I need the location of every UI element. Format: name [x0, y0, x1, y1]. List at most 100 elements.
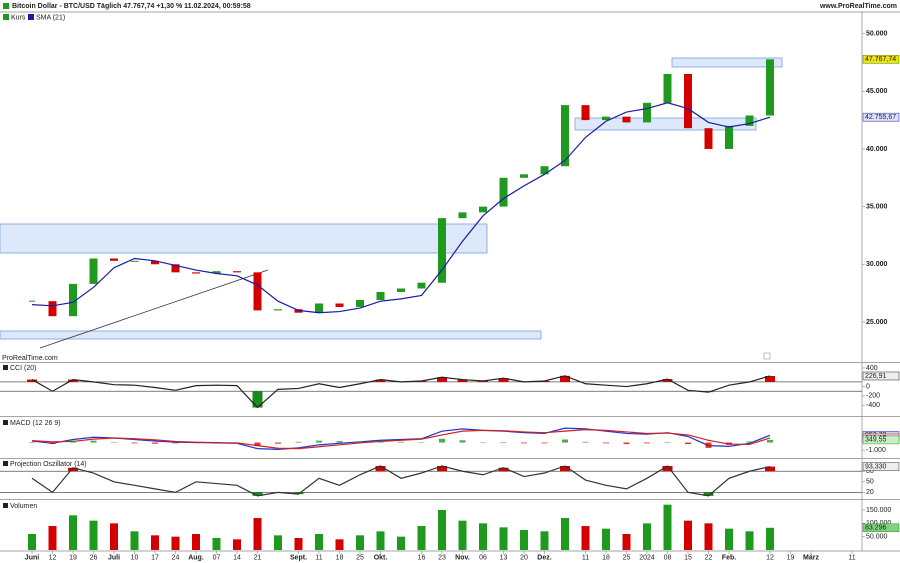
overbought-fill — [375, 465, 386, 472]
y-tick-label: 50.000 — [866, 534, 888, 541]
candle — [602, 116, 610, 121]
x-tick-label: 15 — [684, 554, 692, 561]
watermark: ProRealTime.com — [2, 355, 58, 362]
histogram-bar — [623, 442, 630, 445]
volume-bar — [540, 531, 549, 550]
candle — [684, 73, 692, 129]
volume-bar — [622, 534, 631, 550]
series-line — [31, 102, 771, 314]
legend-swatch — [28, 14, 34, 20]
y-tick-label: 80 — [866, 468, 874, 475]
volume-bar — [561, 518, 569, 550]
histogram-bar — [685, 442, 691, 445]
candle — [581, 105, 590, 121]
histogram-bar — [131, 442, 138, 444]
volume-bar — [233, 539, 241, 550]
y-tick-label: -400 — [866, 402, 880, 409]
candle — [110, 258, 118, 261]
volume-bar — [704, 523, 713, 550]
candle — [622, 116, 631, 123]
x-tick-label: Juli — [108, 554, 120, 561]
volume-bar — [438, 510, 446, 550]
volume-bar — [212, 538, 221, 550]
x-tick-label: 12 — [766, 554, 774, 561]
x-tick-label: 23 — [438, 554, 446, 561]
panel-title: Volumen — [10, 503, 37, 510]
x-tick-label: 13 — [500, 554, 508, 561]
candle — [438, 218, 446, 283]
zones — [0, 57, 783, 340]
overbought-fill — [498, 467, 509, 472]
histogram-bar — [541, 442, 548, 444]
volume-bar — [643, 523, 651, 550]
histogram-bar — [49, 442, 56, 445]
legend-swatch — [3, 14, 9, 20]
value-tag-label: 93,330 — [865, 463, 887, 470]
y-tick-label: 50 — [866, 479, 874, 486]
x-tick-label: Feb. — [722, 554, 736, 561]
value-tag-label: 226,91 — [865, 373, 887, 380]
x-tick-label: 11 — [848, 554, 855, 561]
histogram-bar — [767, 439, 773, 443]
overbought-fill — [27, 379, 37, 382]
candle — [192, 272, 200, 274]
histogram-bar — [603, 442, 609, 444]
histogram-bar — [521, 442, 527, 444]
candle — [704, 128, 713, 149]
value-tag — [862, 523, 900, 533]
oversold-fill — [703, 492, 714, 496]
candle — [766, 59, 774, 116]
volume-bar — [520, 530, 528, 550]
volume-bar — [130, 531, 139, 550]
x-tick-label: 26 — [90, 554, 98, 561]
panel-icon — [3, 461, 8, 466]
y-tick-label: 25.000 — [866, 319, 888, 326]
panel-title: CCI (20) — [10, 365, 36, 372]
histogram-bar — [705, 442, 712, 448]
x-tick-label: März — [803, 554, 819, 561]
x-tick-label: 25 — [623, 554, 631, 561]
candle — [151, 260, 159, 265]
candle — [315, 303, 323, 313]
volume-bar — [151, 535, 159, 550]
histogram-bar — [29, 442, 35, 444]
volume-bar — [356, 535, 364, 550]
overbought-fill — [765, 375, 775, 382]
x-tick-label: 19 — [787, 554, 795, 561]
candle — [499, 177, 508, 207]
histogram-bar — [582, 441, 589, 443]
overbought-fill — [662, 379, 673, 382]
volume-bar — [397, 536, 405, 550]
x-tick-label: 12 — [49, 554, 57, 561]
zone — [0, 223, 488, 254]
y-tick-label: 20 — [866, 489, 874, 496]
candle — [89, 258, 98, 284]
histogram-bar — [480, 442, 486, 444]
volume-bar — [376, 531, 385, 550]
series-line — [31, 375, 771, 409]
icon — [3, 3, 9, 9]
histogram-bar — [644, 442, 650, 444]
x-tick-label: 25 — [356, 554, 364, 561]
x-tick-label: 24 — [172, 554, 180, 561]
x-tick-label: 2024 — [639, 554, 655, 561]
candle — [417, 282, 426, 289]
histogram-bar — [90, 440, 97, 443]
overbought-fill — [560, 375, 570, 382]
volume-bar — [110, 523, 118, 550]
candle — [48, 301, 57, 317]
x-tick-label: 14 — [233, 554, 241, 561]
overbought-fill — [437, 377, 447, 382]
volume-bar — [315, 534, 323, 550]
volume-bar — [766, 527, 774, 550]
series-line — [31, 429, 771, 450]
histogram-bar — [316, 440, 322, 443]
y-tick-label: 0 — [866, 383, 870, 390]
histogram-bar — [562, 439, 568, 443]
histogram-bar — [152, 442, 158, 444]
x-tick-label: 11 — [582, 554, 589, 561]
panel-icon — [3, 365, 8, 370]
value-tag-label: 47.767,74 — [865, 56, 896, 63]
histogram-bar — [193, 442, 199, 444]
